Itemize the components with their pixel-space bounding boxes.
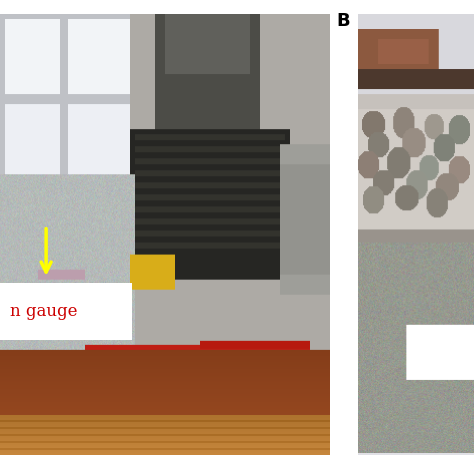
Text: B: B (337, 12, 350, 30)
Text: n gauge: n gauge (10, 303, 77, 320)
FancyBboxPatch shape (0, 283, 132, 340)
